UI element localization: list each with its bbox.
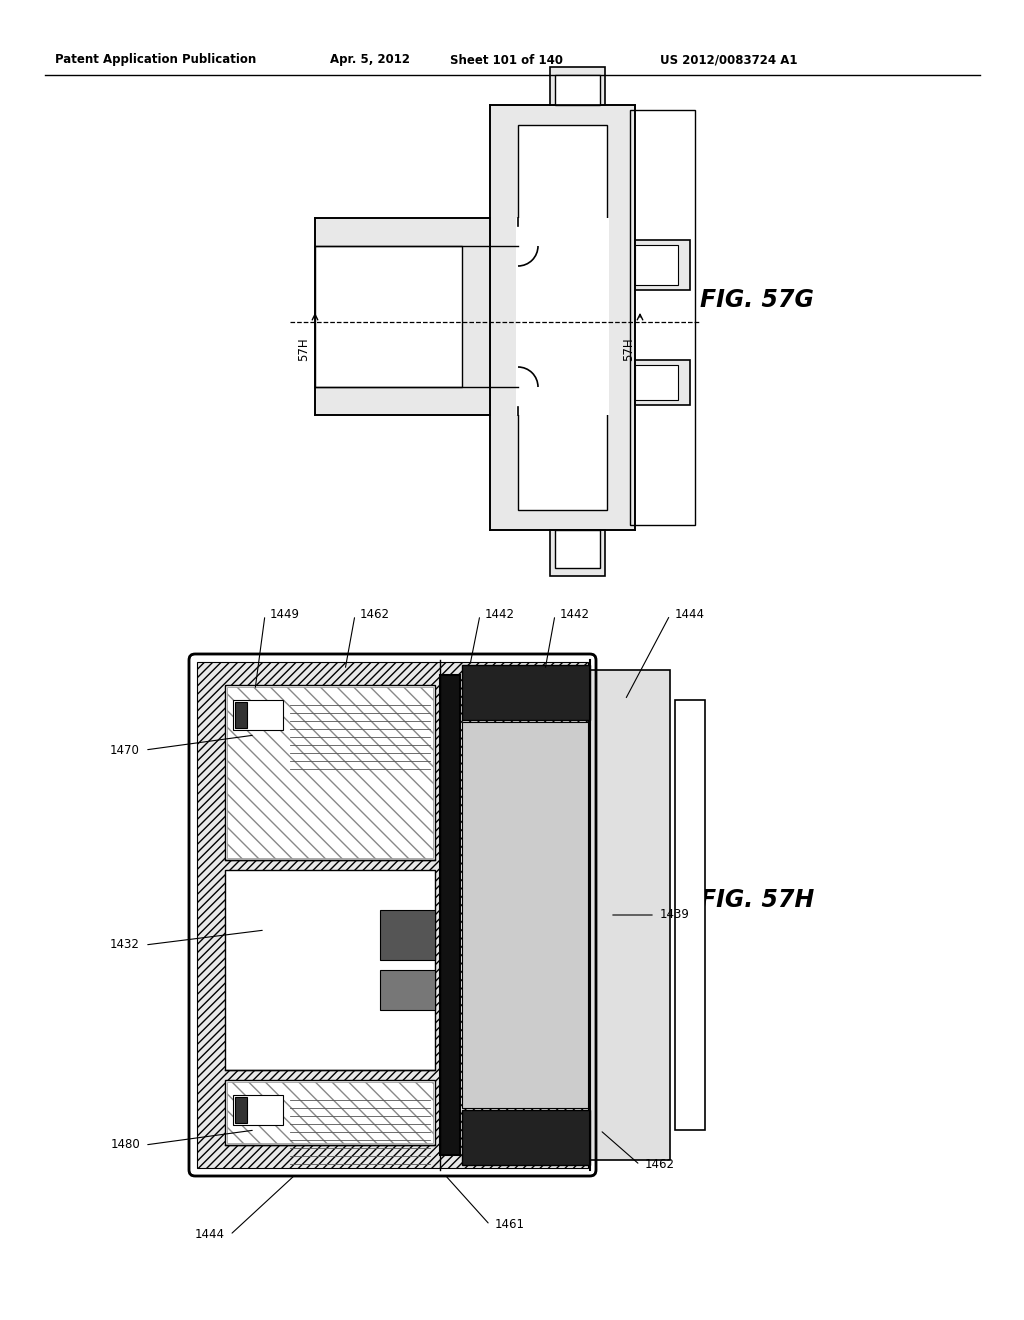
Bar — [462, 722, 588, 1107]
Bar — [233, 1096, 283, 1125]
Bar — [516, 218, 609, 414]
Bar — [490, 106, 635, 531]
Bar — [635, 360, 690, 405]
Text: 1462: 1462 — [645, 1159, 675, 1172]
Bar — [555, 531, 600, 568]
Text: 1442: 1442 — [560, 609, 590, 622]
Bar — [197, 663, 588, 1168]
Bar — [462, 1110, 590, 1166]
Bar — [440, 675, 460, 1155]
Text: 1449: 1449 — [270, 609, 300, 622]
Bar — [550, 531, 605, 576]
Bar — [234, 1097, 247, 1123]
Text: 1439: 1439 — [660, 908, 690, 921]
Text: 1470: 1470 — [111, 743, 140, 756]
Text: 1444: 1444 — [195, 1229, 225, 1242]
Bar — [462, 665, 590, 719]
Text: 1480: 1480 — [111, 1138, 140, 1151]
FancyBboxPatch shape — [189, 653, 596, 1176]
Text: FIG. 57H: FIG. 57H — [700, 888, 814, 912]
Text: 1462: 1462 — [360, 609, 390, 622]
Text: US 2012/0083724 A1: US 2012/0083724 A1 — [660, 54, 798, 66]
Bar — [315, 218, 490, 414]
Text: FIG. 57G: FIG. 57G — [700, 288, 814, 312]
Bar — [380, 970, 435, 1010]
Text: 1461: 1461 — [495, 1218, 525, 1232]
Bar — [225, 1080, 435, 1144]
Bar — [590, 671, 670, 1160]
Bar — [675, 700, 705, 1130]
Bar — [227, 1082, 433, 1143]
Bar — [234, 702, 247, 729]
Text: Sheet 101 of 140: Sheet 101 of 140 — [450, 54, 563, 66]
Bar — [635, 240, 690, 290]
Bar — [555, 75, 600, 106]
Bar — [590, 671, 670, 1160]
Bar — [315, 246, 462, 387]
Text: 1444: 1444 — [675, 609, 705, 622]
Text: Patent Application Publication: Patent Application Publication — [55, 54, 256, 66]
Text: Apr. 5, 2012: Apr. 5, 2012 — [330, 54, 410, 66]
Bar — [630, 110, 695, 525]
Text: 57H: 57H — [297, 337, 310, 360]
Bar — [550, 67, 605, 106]
Bar — [635, 366, 678, 400]
Text: 1442: 1442 — [485, 609, 515, 622]
Bar — [225, 685, 435, 861]
Bar — [227, 686, 433, 858]
Text: 57H: 57H — [622, 337, 635, 360]
Bar — [233, 700, 283, 730]
Bar — [380, 909, 435, 960]
Bar — [635, 246, 678, 285]
Bar — [225, 870, 435, 1071]
Bar — [518, 125, 607, 510]
Text: 1432: 1432 — [111, 939, 140, 952]
